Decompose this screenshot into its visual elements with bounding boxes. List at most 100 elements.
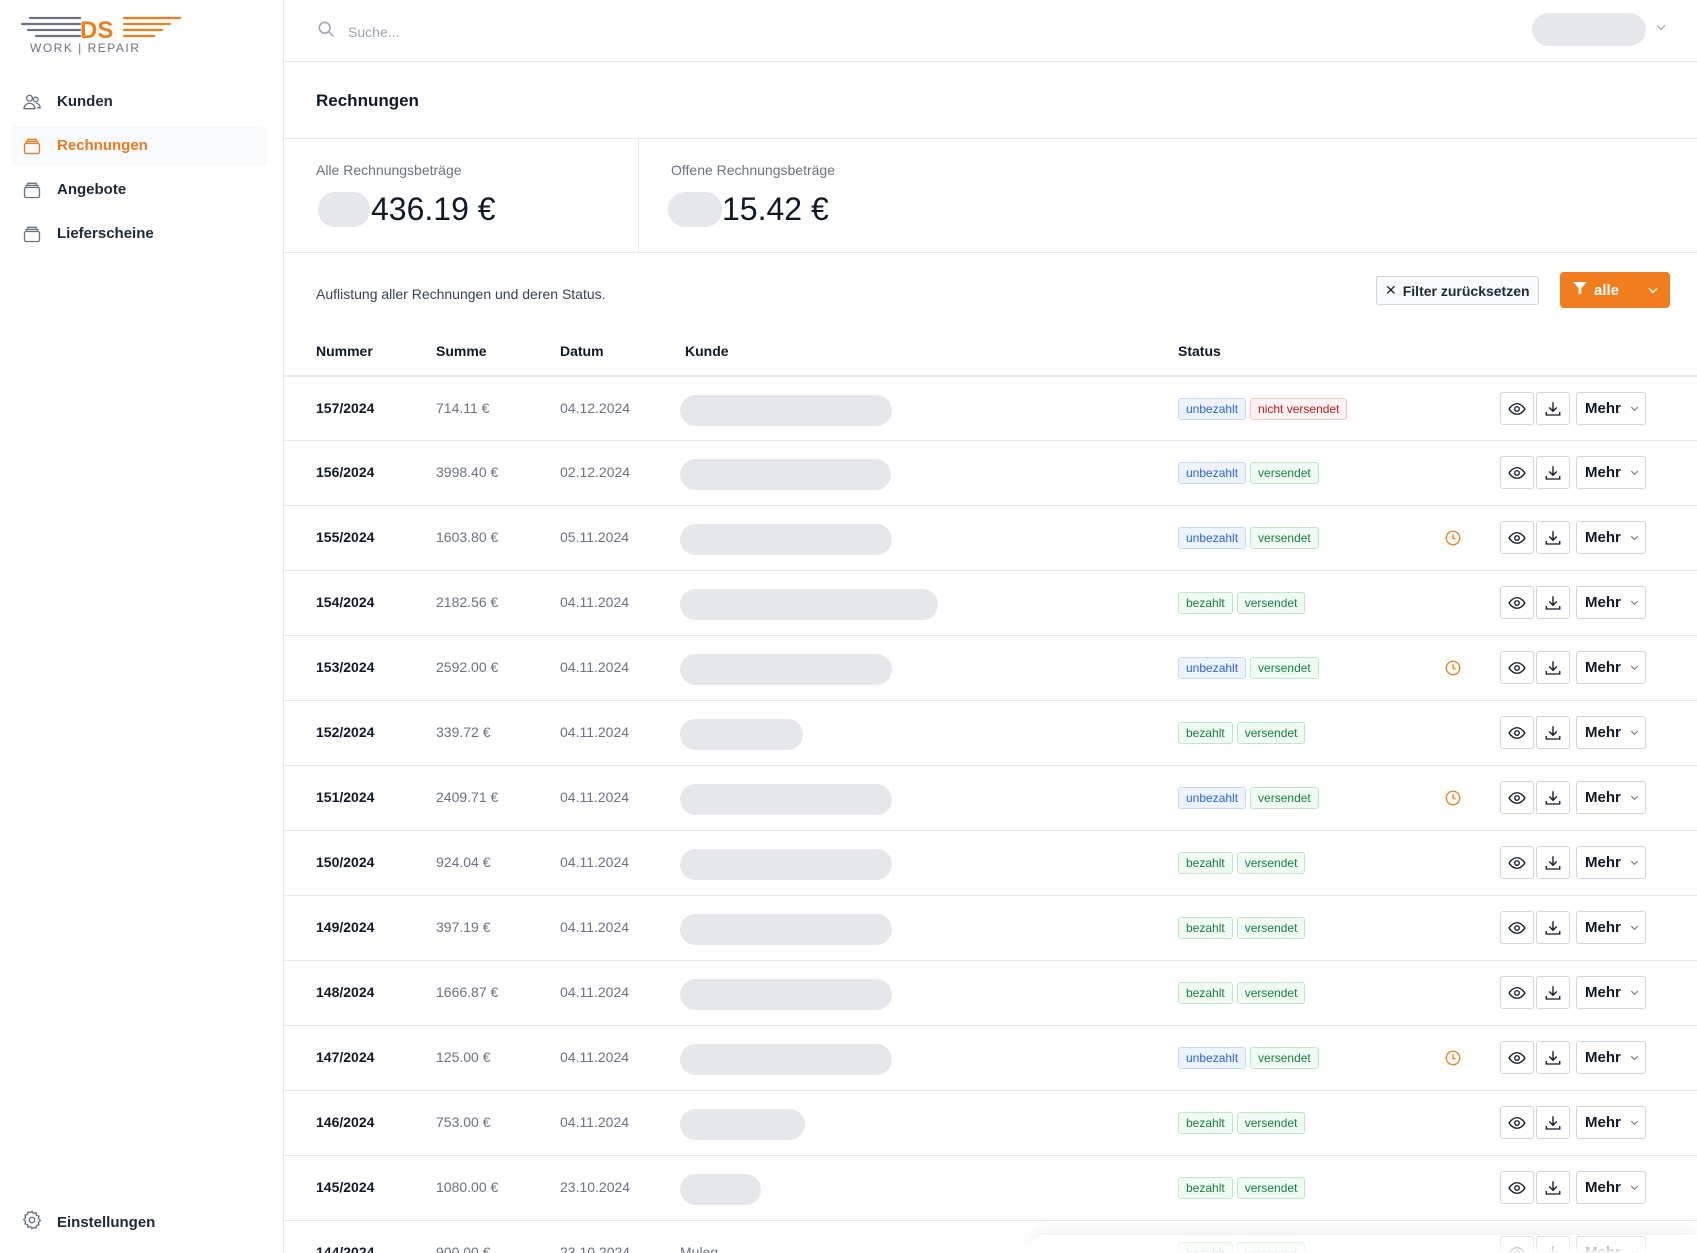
download-button[interactable] (1536, 716, 1570, 749)
invoice-number[interactable]: 153/2024 (316, 659, 375, 675)
column-header-number: Nummer (316, 343, 373, 359)
more-dropdown-button[interactable]: Mehr (1576, 1171, 1646, 1204)
sidebar-item-settings[interactable]: Einstellungen (21, 1209, 155, 1236)
table-row[interactable]: 156/2024 3998.40 € 02.12.2024 unbezahlt vers… (284, 440, 1697, 505)
invoice-number[interactable]: 144/2024 (316, 1244, 375, 1253)
table-row[interactable]: 150/2024 924.04 € 04.11.2024 bezahlt versend… (284, 830, 1697, 895)
user-menu-avatar[interactable] (1532, 13, 1646, 46)
chevron-down-icon (1621, 597, 1640, 608)
view-button[interactable] (1500, 1171, 1534, 1204)
invoice-number[interactable]: 156/2024 (316, 464, 375, 480)
table-row[interactable]: 157/2024 714.11 € 04.12.2024 unbezahlt nicht… (284, 375, 1697, 440)
download-button[interactable] (1536, 651, 1570, 684)
redacted-customer (680, 1044, 892, 1075)
more-dropdown-button[interactable]: Mehr (1576, 716, 1646, 749)
invoice-number[interactable]: 146/2024 (316, 1114, 375, 1130)
download-button[interactable] (1536, 1171, 1570, 1204)
invoice-number[interactable]: 145/2024 (316, 1179, 375, 1195)
table-row[interactable]: 145/2024 1080.00 € 23.10.2024 bezahlt versen… (284, 1155, 1697, 1220)
more-label: Mehr (1585, 1179, 1621, 1196)
more-dropdown-button[interactable]: Mehr (1576, 846, 1646, 879)
filter-dropdown-button[interactable]: alle (1560, 272, 1670, 308)
payment-status-badge: unbezahlt (1178, 787, 1247, 809)
sidebar-item-label: Rechnungen (57, 137, 148, 154)
logo-text: DS (80, 17, 113, 44)
table-row[interactable]: 154/2024 2182.56 € 04.11.2024 bezahlt versen… (284, 570, 1697, 635)
invoice-number[interactable]: 151/2024 (316, 789, 375, 805)
stat-open-invoices: Offene Rechnungsbeträge 15.42 € (668, 138, 971, 252)
row-actions: Mehr (1500, 651, 1646, 684)
download-icon (1544, 659, 1562, 677)
download-button[interactable] (1536, 976, 1570, 1009)
download-button[interactable] (1536, 521, 1570, 554)
view-button[interactable] (1500, 781, 1534, 814)
row-actions: Mehr (1500, 392, 1646, 425)
download-button[interactable] (1536, 586, 1570, 619)
reset-filter-button[interactable]: ✕ Filter zurücksetzen (1376, 276, 1539, 305)
invoice-number[interactable]: 148/2024 (316, 984, 375, 1000)
status-badges: unbezahlt versendet (1178, 527, 1319, 549)
sidebar-item-kunden[interactable]: Kunden (11, 81, 267, 122)
invoice-number[interactable]: 157/2024 (316, 400, 375, 416)
more-dropdown-button[interactable]: Mehr (1576, 521, 1646, 554)
view-button[interactable] (1500, 1041, 1534, 1074)
eye-icon (1508, 1114, 1526, 1132)
eye-icon (1508, 984, 1526, 1002)
shipping-status-badge: versendet (1236, 982, 1306, 1004)
eye-icon (1508, 854, 1526, 872)
view-button[interactable] (1500, 846, 1534, 879)
more-dropdown-button[interactable]: Mehr (1576, 1106, 1646, 1139)
invoice-sum: 714.11 € (436, 400, 490, 416)
chevron-down-icon[interactable] (1654, 20, 1668, 39)
invoice-sum: 125.00 € (436, 1049, 491, 1065)
table-row[interactable]: 151/2024 2409.71 € 04.11.2024 unbezahlt vers… (284, 765, 1697, 830)
more-dropdown-button[interactable]: Mehr (1576, 392, 1646, 425)
invoice-number[interactable]: 154/2024 (316, 594, 375, 610)
invoice-number[interactable]: 152/2024 (316, 724, 375, 740)
table-row[interactable]: 155/2024 1603.80 € 05.11.2024 unbezahlt vers… (284, 505, 1697, 570)
download-button[interactable] (1536, 846, 1570, 879)
view-button[interactable] (1500, 1106, 1534, 1139)
table-row[interactable]: 153/2024 2592.00 € 04.11.2024 unbezahlt vers… (284, 635, 1697, 700)
sidebar-item-lieferscheine[interactable]: Lieferscheine (11, 213, 267, 254)
invoice-number[interactable]: 147/2024 (316, 1049, 375, 1065)
download-button[interactable] (1536, 1041, 1570, 1074)
view-button[interactable] (1500, 456, 1534, 489)
invoice-number[interactable]: 149/2024 (316, 919, 375, 935)
view-button[interactable] (1500, 716, 1534, 749)
invoice-number[interactable]: 155/2024 (316, 529, 375, 545)
more-dropdown-button[interactable]: Mehr (1576, 976, 1646, 1009)
download-button[interactable] (1536, 456, 1570, 489)
divider (284, 252, 1697, 253)
redacted-customer (680, 849, 892, 880)
brand-logo[interactable]: DS WORK | REPAIR (20, 14, 182, 56)
download-button[interactable] (1536, 392, 1570, 425)
view-button[interactable] (1500, 976, 1534, 1009)
table-row[interactable]: 148/2024 1666.87 € 04.11.2024 bezahlt versen… (284, 960, 1697, 1025)
more-dropdown-button[interactable]: Mehr (1576, 781, 1646, 814)
more-dropdown-button[interactable]: Mehr (1576, 651, 1646, 684)
invoice-number[interactable]: 150/2024 (316, 854, 375, 870)
more-dropdown-button[interactable]: Mehr (1576, 911, 1646, 944)
search-input[interactable] (348, 23, 748, 40)
more-dropdown-button[interactable]: Mehr (1576, 1041, 1646, 1074)
table-row[interactable]: 147/2024 125.00 € 04.11.2024 unbezahlt verse… (284, 1025, 1697, 1090)
table-row[interactable]: 152/2024 339.72 € 04.11.2024 bezahlt versend… (284, 700, 1697, 765)
view-button[interactable] (1500, 521, 1534, 554)
download-button[interactable] (1536, 911, 1570, 944)
sidebar-item-angebote[interactable]: Angebote (11, 169, 267, 210)
more-dropdown-button[interactable]: Mehr (1576, 586, 1646, 619)
status-badges: unbezahlt nicht versendet (1178, 398, 1348, 420)
view-button[interactable] (1500, 392, 1534, 425)
table-row[interactable]: 149/2024 397.19 € 04.11.2024 bezahlt versend… (284, 895, 1697, 960)
view-button[interactable] (1500, 586, 1534, 619)
more-dropdown-button[interactable]: Mehr (1576, 456, 1646, 489)
sidebar-item-rechnungen[interactable]: Rechnungen (11, 125, 267, 166)
view-button[interactable] (1500, 911, 1534, 944)
download-button[interactable] (1536, 1106, 1570, 1139)
download-button[interactable] (1536, 781, 1570, 814)
shipping-status-badge: versendet (1236, 722, 1306, 744)
invoice-date: 04.11.2024 (560, 919, 630, 935)
table-row[interactable]: 146/2024 753.00 € 04.11.2024 bezahlt versend… (284, 1090, 1697, 1155)
view-button[interactable] (1500, 651, 1534, 684)
